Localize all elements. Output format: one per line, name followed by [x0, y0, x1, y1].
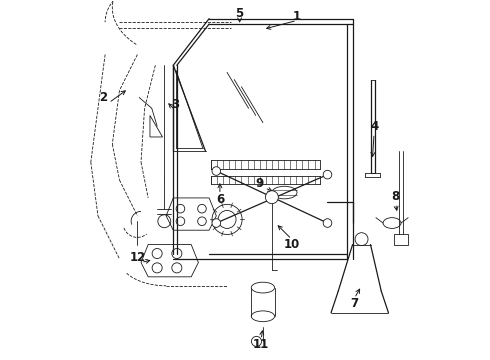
Text: 9: 9 [255, 177, 264, 190]
Ellipse shape [251, 282, 274, 293]
Text: 2: 2 [99, 91, 107, 104]
Ellipse shape [272, 186, 297, 199]
Circle shape [323, 170, 332, 179]
Text: 12: 12 [129, 251, 146, 264]
Circle shape [266, 191, 278, 204]
Text: 7: 7 [350, 297, 359, 310]
Text: 5: 5 [236, 7, 244, 20]
Text: 4: 4 [370, 120, 378, 133]
Circle shape [323, 219, 332, 227]
Text: 3: 3 [171, 98, 179, 111]
Text: 11: 11 [253, 338, 270, 351]
Circle shape [212, 219, 220, 227]
Text: 1: 1 [293, 10, 301, 23]
Text: 10: 10 [284, 238, 300, 251]
Text: 8: 8 [392, 190, 400, 203]
Text: 6: 6 [216, 193, 224, 206]
Circle shape [212, 167, 220, 175]
Ellipse shape [251, 311, 274, 321]
